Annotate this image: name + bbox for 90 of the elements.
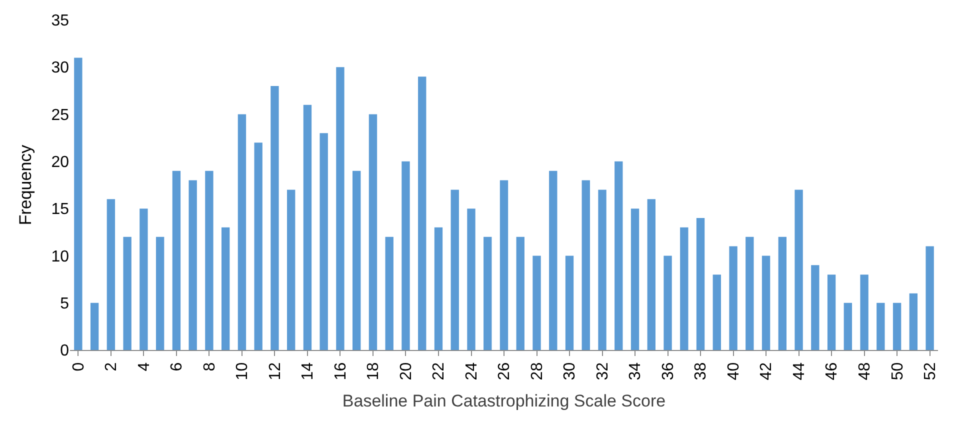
bar	[434, 227, 443, 350]
x-tick-label: 0	[70, 362, 88, 372]
x-axis-title: Baseline Pain Catastrophizing Scale Score	[342, 392, 666, 411]
x-tick-label: 6	[168, 362, 186, 372]
bar	[352, 170, 361, 350]
y-tick-label: 20	[51, 154, 70, 172]
bar	[892, 302, 902, 350]
x-tick-label: 34	[627, 362, 644, 380]
bar	[484, 236, 492, 350]
bar	[336, 67, 344, 350]
bar	[582, 180, 590, 350]
bar	[467, 208, 476, 350]
x-tick-label: 20	[398, 362, 415, 380]
y-tick-label: 10	[51, 248, 70, 266]
x-tick-label: 2	[103, 362, 120, 372]
y-axis-title: Frequency	[16, 144, 35, 226]
x-tick-label: 8	[201, 362, 218, 372]
x-tick-label: 52	[922, 362, 940, 380]
x-tick-label: 18	[365, 362, 382, 380]
x-tick-label: 12	[266, 362, 284, 380]
x-tick-label: 16	[332, 362, 350, 380]
bar	[647, 199, 656, 350]
x-tick-label: 44	[790, 362, 808, 380]
bar	[74, 58, 82, 350]
y-tick-label: 25	[51, 106, 70, 124]
bar	[729, 246, 738, 350]
bar	[172, 170, 181, 350]
y-tick-label: 35	[51, 12, 70, 30]
bar	[794, 190, 803, 350]
x-tick-label: 38	[692, 362, 710, 380]
bar	[221, 227, 230, 350]
bar	[516, 236, 524, 350]
y-tick-label: 5	[60, 295, 70, 312]
bar	[811, 265, 820, 350]
bar	[762, 256, 770, 350]
y-tick-label: 15	[51, 201, 70, 218]
bar	[844, 302, 852, 350]
x-tick-label: 42	[758, 362, 776, 380]
x-tick-label: 24	[463, 362, 480, 380]
bar	[402, 161, 410, 350]
bar	[156, 236, 164, 350]
bar	[418, 76, 426, 350]
x-tick-label: 4	[136, 362, 153, 372]
bar	[140, 208, 148, 350]
x-tick-label: 36	[660, 362, 677, 380]
bar	[876, 302, 885, 350]
bar	[450, 190, 459, 350]
x-tick-label: 10	[234, 362, 252, 380]
bar	[614, 161, 623, 350]
bar	[712, 274, 721, 350]
bar	[90, 302, 99, 350]
bar	[254, 142, 262, 350]
bar	[680, 227, 688, 350]
x-tick-label: 28	[528, 362, 546, 380]
x-tick-label: 48	[856, 362, 874, 380]
bar	[532, 256, 541, 350]
x-tick-label: 32	[594, 362, 612, 380]
y-tick-label: 30	[51, 60, 70, 77]
x-tick-label: 40	[725, 362, 742, 380]
bar	[860, 274, 868, 350]
bar	[385, 236, 394, 350]
bar	[549, 170, 558, 350]
x-tick-label: 14	[300, 362, 317, 380]
bar	[368, 114, 378, 350]
bar	[630, 208, 640, 350]
bar	[664, 256, 672, 350]
x-tick-label: 30	[562, 362, 579, 380]
bar	[696, 218, 705, 350]
bar	[827, 274, 836, 350]
x-tick-label: 46	[824, 362, 841, 380]
bar	[565, 256, 574, 350]
bar	[238, 114, 246, 350]
bar	[909, 293, 918, 350]
bar	[778, 236, 787, 350]
bar	[303, 104, 312, 350]
bar	[926, 246, 934, 350]
bar	[500, 180, 508, 350]
bar	[106, 199, 116, 350]
bar	[205, 170, 214, 350]
bar	[270, 86, 279, 350]
y-tick-label: 0	[60, 342, 70, 360]
bar	[320, 133, 328, 350]
bar	[123, 236, 132, 350]
x-tick-label: 22	[430, 362, 448, 380]
x-tick-label: 50	[889, 362, 906, 380]
bar	[287, 190, 296, 350]
bar	[188, 180, 197, 350]
bar	[598, 190, 606, 350]
x-tick-label: 26	[496, 362, 514, 380]
bar	[746, 236, 754, 350]
